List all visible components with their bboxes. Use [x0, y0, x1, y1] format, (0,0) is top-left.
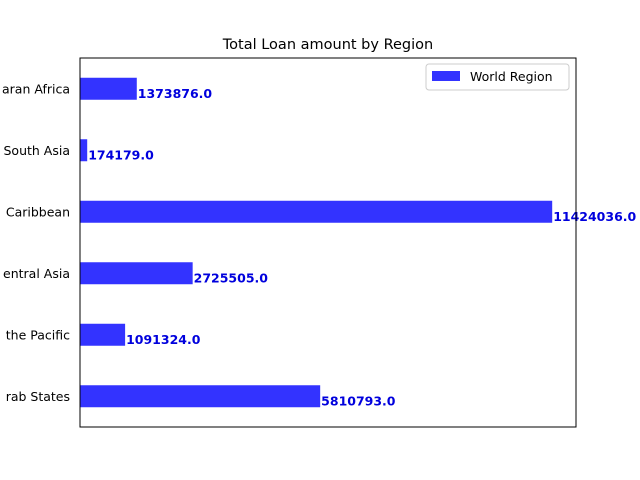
chart-title: Total Loan amount by Region — [222, 37, 433, 53]
bar — [80, 77, 137, 100]
value-label: 2725505.0 — [194, 270, 269, 285]
value-label: 5810793.0 — [321, 393, 396, 408]
y-tick-label: entral Asia — [3, 266, 70, 281]
bar — [80, 139, 88, 162]
plot-frame — [79, 57, 577, 428]
y-tick-label: South Asia — [4, 143, 71, 158]
y-tick-label: rab States — [6, 389, 70, 404]
legend-box — [425, 63, 570, 91]
bar — [80, 323, 126, 346]
y-tick-label: aran Africa — [2, 81, 70, 96]
value-labels: 5810793.0 1091324.0 2725505.0 11424036.0 174… — [88, 86, 636, 409]
y-tick-label: the Pacific — [6, 327, 70, 342]
legend-label: World Region — [470, 69, 553, 84]
value-label: 1091324.0 — [126, 332, 201, 347]
bar — [80, 385, 321, 408]
legend: World Region — [425, 63, 570, 91]
value-label: 1373876.0 — [138, 86, 213, 101]
value-label: 174179.0 — [88, 147, 154, 162]
value-label: 11424036.0 — [553, 209, 636, 224]
y-tick-labels: rab States the Pacific entral Asia Caribbea… — [2, 81, 70, 404]
bars-group — [80, 77, 553, 408]
bar — [80, 200, 553, 223]
bar — [80, 262, 193, 285]
y-tick-label: Caribbean — [6, 204, 70, 219]
legend-swatch — [432, 71, 460, 81]
